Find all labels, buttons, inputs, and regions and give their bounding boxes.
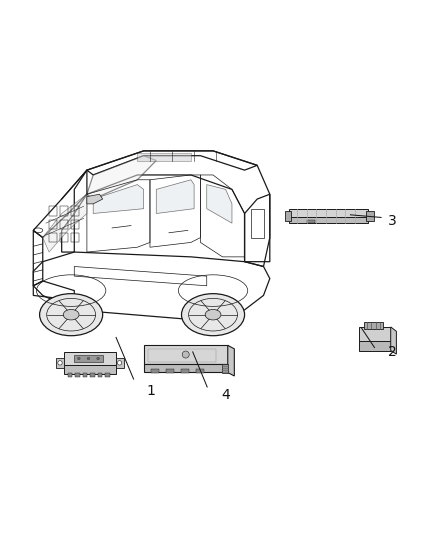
Bar: [49, 233, 57, 243]
Bar: [68, 374, 72, 377]
Circle shape: [78, 357, 80, 360]
Circle shape: [117, 361, 122, 365]
Bar: [71, 233, 79, 243]
Bar: [90, 374, 95, 377]
Polygon shape: [87, 156, 156, 199]
Polygon shape: [364, 322, 383, 329]
Bar: [181, 369, 189, 374]
Polygon shape: [289, 217, 368, 223]
Polygon shape: [64, 365, 116, 374]
Text: 2: 2: [388, 345, 396, 359]
Polygon shape: [87, 194, 102, 204]
Text: 4: 4: [221, 388, 230, 402]
Polygon shape: [138, 154, 191, 160]
Bar: [116, 358, 124, 368]
Bar: [196, 369, 204, 374]
Bar: [71, 206, 79, 216]
Bar: [49, 220, 57, 229]
Polygon shape: [366, 211, 374, 221]
Polygon shape: [222, 364, 228, 374]
Circle shape: [97, 357, 99, 360]
Circle shape: [58, 361, 62, 365]
Bar: [71, 220, 79, 229]
Bar: [75, 374, 80, 377]
Circle shape: [182, 351, 189, 358]
Bar: [148, 349, 216, 362]
Bar: [307, 220, 315, 223]
Text: 1: 1: [147, 384, 155, 398]
Circle shape: [87, 357, 90, 360]
Ellipse shape: [205, 310, 221, 320]
Polygon shape: [285, 211, 291, 221]
Polygon shape: [64, 352, 116, 365]
Bar: [74, 355, 103, 362]
Polygon shape: [391, 327, 396, 354]
Polygon shape: [93, 184, 144, 214]
Bar: [83, 374, 87, 377]
Ellipse shape: [63, 310, 79, 320]
Polygon shape: [144, 345, 228, 364]
Bar: [98, 374, 102, 377]
Ellipse shape: [39, 294, 102, 336]
Bar: [60, 233, 68, 243]
Polygon shape: [207, 184, 232, 223]
Bar: [60, 220, 68, 229]
Text: 3: 3: [388, 214, 396, 228]
Bar: [105, 374, 110, 377]
Bar: [151, 369, 159, 374]
Polygon shape: [289, 209, 368, 217]
Bar: [251, 209, 264, 238]
Polygon shape: [156, 180, 194, 214]
Polygon shape: [43, 194, 87, 252]
Polygon shape: [144, 364, 228, 373]
Bar: [166, 369, 174, 374]
Bar: [49, 206, 57, 216]
Polygon shape: [359, 341, 391, 351]
Bar: [60, 206, 68, 216]
Polygon shape: [359, 327, 391, 341]
Bar: [56, 358, 64, 368]
Polygon shape: [228, 345, 234, 376]
Ellipse shape: [181, 294, 244, 336]
